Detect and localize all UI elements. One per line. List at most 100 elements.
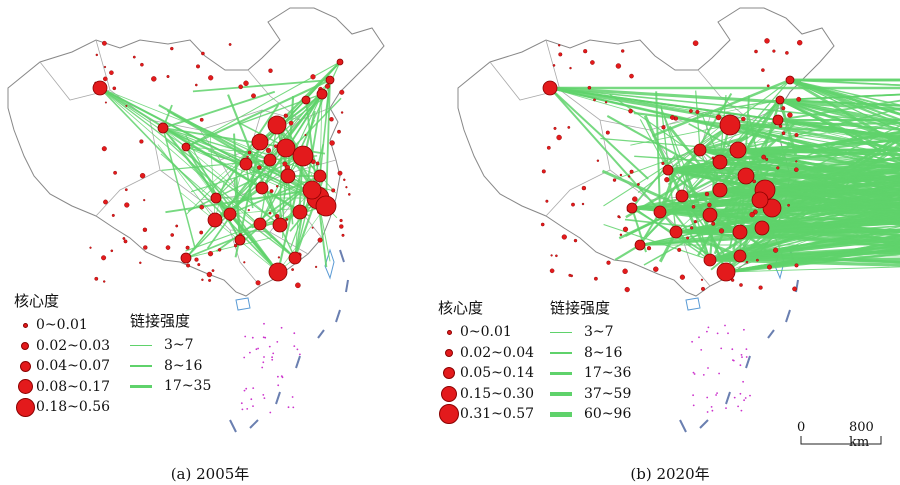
link-line (789, 79, 900, 111)
map-panel-2020: 核心度 0~0.01 0.02~0.04 0.05~0.14 0.15~0.30… (438, 0, 900, 485)
legend-item: 17~35 (130, 376, 211, 397)
city-node-major (325, 75, 335, 85)
city-node (596, 159, 600, 162)
city-node (337, 129, 341, 134)
link-line (631, 154, 676, 209)
link-line (739, 215, 900, 233)
link-line (294, 93, 323, 259)
legend-item: 17~36 (550, 363, 631, 384)
island-dot (277, 384, 280, 387)
city-node-major (675, 189, 689, 203)
city-node-major (223, 207, 237, 221)
city-node (337, 170, 343, 176)
city-node (103, 199, 108, 205)
link-line (771, 202, 900, 209)
island-dot (711, 409, 714, 412)
city-node (103, 76, 108, 82)
city-node (233, 243, 238, 248)
city-node-major (702, 207, 718, 223)
city-node (568, 273, 572, 277)
link-line (638, 100, 779, 121)
city-node (269, 189, 274, 194)
link-line (185, 97, 342, 259)
city-node (615, 63, 622, 69)
city-node (622, 268, 628, 274)
link-line (745, 164, 900, 178)
island-dot (245, 387, 248, 390)
city-node (781, 131, 786, 135)
island-dot (745, 348, 748, 350)
boundary-dash (745, 355, 751, 369)
link-line (777, 118, 900, 141)
city-node-major (292, 145, 314, 167)
city-node (587, 85, 592, 90)
city-node-major (772, 114, 784, 126)
legend-item: 3~7 (550, 322, 631, 343)
hainan-island (235, 297, 251, 311)
link-strength-legend: 链接强度 3~7 8~16 17~35 (130, 310, 211, 397)
link-line (259, 175, 289, 225)
city-node-major (703, 253, 717, 267)
link-line (185, 79, 331, 148)
city-node (199, 117, 204, 122)
legend-item: 0.02~0.03 (14, 336, 110, 357)
link-line (287, 175, 294, 225)
legend-item: 0.18~0.56 (14, 397, 110, 418)
city-node (693, 220, 697, 224)
city-node-major (313, 169, 327, 183)
city-node-major (280, 168, 296, 184)
city-node (329, 117, 334, 122)
province-boundary (545, 169, 611, 217)
island-dot (720, 347, 723, 350)
city-node-major (732, 224, 748, 240)
city-node (796, 96, 802, 102)
city-node-major (716, 262, 736, 282)
city-node (606, 260, 611, 265)
link-line (709, 214, 900, 223)
city-node (752, 179, 757, 184)
city-node (661, 161, 665, 165)
city-node (569, 66, 572, 70)
city-node (618, 216, 621, 219)
city-node-major (272, 217, 288, 233)
city-node-major (315, 195, 337, 217)
city-node (339, 89, 345, 95)
city-node (571, 202, 575, 207)
island-dot (268, 345, 271, 348)
boundary-dash (339, 249, 345, 263)
city-node (691, 204, 696, 209)
city-node (761, 68, 765, 72)
city-node (787, 112, 793, 118)
city-node (553, 126, 557, 130)
island-dot (731, 348, 734, 351)
panel-caption: (a) 2005年 (170, 465, 250, 483)
city-node (94, 276, 99, 281)
city-node-major (292, 204, 308, 220)
city-node (247, 150, 252, 155)
city-node-major (719, 114, 741, 136)
city-node (711, 221, 716, 226)
link-line (739, 249, 900, 258)
link-line (719, 188, 900, 222)
island-dot (740, 409, 743, 412)
island-dot (287, 406, 290, 409)
link-line (631, 207, 900, 213)
boundary-dash (275, 391, 281, 405)
island-dot (700, 349, 703, 351)
island-dot (262, 394, 265, 396)
island-dot (251, 336, 254, 339)
city-node (686, 236, 690, 240)
island-dot (702, 374, 705, 376)
scale-zero-label: 0 (797, 420, 806, 435)
city-node (341, 233, 345, 237)
city-node-major (662, 164, 674, 176)
island-dot (263, 397, 266, 399)
city-node (315, 161, 320, 166)
city-node (739, 283, 743, 287)
city-node (208, 278, 212, 282)
city-node-major (626, 202, 638, 214)
link-line (631, 185, 900, 209)
link-line (729, 123, 900, 137)
city-node (206, 271, 213, 278)
island-dot (263, 356, 265, 358)
